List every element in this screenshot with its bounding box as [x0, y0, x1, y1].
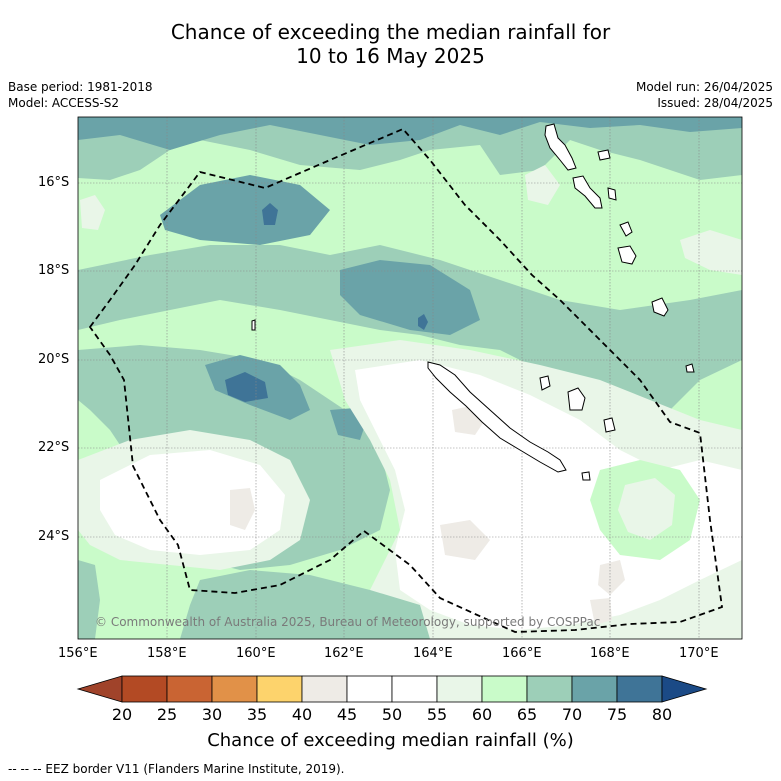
lat-label-16: 16°S: [38, 175, 70, 190]
region-60-ne: [525, 165, 560, 205]
region-60-nw: [80, 195, 105, 230]
lon-label-160: 160°E: [236, 646, 276, 661]
eez-border: [88, 127, 723, 633]
issued-text: Issued: 28/04/2025: [657, 96, 773, 110]
lat-label-22: 22°S: [38, 440, 70, 455]
lon-label-158: 158°E: [147, 646, 187, 661]
colorbar-tick-label: 75: [606, 705, 628, 724]
colorbar-swatch: [571, 675, 618, 703]
colorbar-tick-label: 40: [291, 705, 313, 724]
colorbar-swatch: [391, 675, 438, 703]
colorbar-swatch: [211, 675, 258, 703]
base-period-text: Base period: 1981-2018: [8, 80, 153, 94]
colorbar-swatch: [526, 675, 573, 703]
colorbar-extend-high: [661, 675, 708, 703]
colorbar-swatch: [481, 675, 528, 703]
colorbar-title: Chance of exceeding median rainfall (%): [207, 730, 574, 751]
colorbar-tick-label: 35: [246, 705, 268, 724]
region-70-top: [78, 117, 742, 180]
colorbar-tick-label: 80: [651, 705, 673, 724]
colorbar-tick-label: 45: [336, 705, 358, 724]
colorbar-tick-label: 65: [516, 705, 538, 724]
region-80-west: [225, 372, 268, 402]
lon-label-156: 156°E: [58, 646, 98, 661]
region-80-spot2: [418, 314, 428, 330]
lon-label-162: 162°E: [324, 646, 364, 661]
colorbar-tick-label: 70: [561, 705, 583, 724]
colorbar-tick-label: 60: [471, 705, 493, 724]
model-text: Model: ACCESS-S2: [8, 96, 120, 110]
lat-label-20: 20°S: [38, 352, 70, 367]
colorbar-tick-label: 20: [111, 705, 133, 724]
lon-label-166: 166°E: [502, 646, 542, 661]
title-line-1: Chance of exceeding the median rainfall …: [170, 20, 611, 44]
region-75-central: [160, 175, 330, 245]
grid-lines: [78, 117, 742, 639]
region-45-spot2: [230, 488, 255, 530]
region-60-nne: [680, 230, 742, 275]
region-55-south: [100, 450, 285, 555]
region-45-spot4: [598, 560, 625, 595]
region-75-northcal: [340, 260, 480, 335]
colorbar-swatch: [121, 675, 168, 703]
region-45-spot5: [590, 598, 612, 625]
region-45-spot3: [440, 520, 490, 560]
lat-label-24: 24°S: [38, 529, 70, 544]
region-80-spot1: [262, 203, 278, 225]
colorbar-swatch: [346, 675, 393, 703]
region-70-sw-corner: [78, 560, 100, 639]
lat-label-18: 18°S: [38, 263, 70, 278]
colorbar-extend-low: [76, 675, 123, 703]
map-frame: [77, 116, 743, 640]
colorbar-swatch: [166, 675, 213, 703]
copyright-text: © Commonwealth of Australia 2025, Bureau…: [95, 615, 600, 629]
region-60-southeast: [618, 478, 675, 540]
region-70-bottom: [180, 570, 430, 639]
region-75-top: [78, 117, 742, 150]
lon-label-168: 168°E: [590, 646, 630, 661]
lon-label-170: 170°E: [679, 646, 719, 661]
colorbar-swatch: [616, 675, 663, 703]
model-run-text: Model run: 26/04/2025: [635, 80, 773, 94]
colorbar-tick-label: 50: [381, 705, 403, 724]
colorbar-swatch: [256, 675, 303, 703]
colorbar-swatch: [436, 675, 483, 703]
new-caledonia-island: [427, 361, 567, 473]
title-line-2: 10 to 16 May 2025: [296, 44, 485, 68]
colorbar-swatch: [301, 675, 348, 703]
colorbar: [76, 675, 708, 703]
lon-label-164: 164°E: [413, 646, 453, 661]
colorbar-tick-label: 25: [156, 705, 178, 724]
eez-footer-legend: -- -- -- EEZ border V11 (Flanders Marine…: [8, 762, 345, 776]
region-55-east: [355, 360, 742, 630]
colorbar-tick-label: 30: [201, 705, 223, 724]
islands: [251, 123, 695, 481]
colorbar-tick-label: 55: [426, 705, 448, 724]
rainfall-map: © Commonwealth of Australia 2025, Bureau…: [77, 116, 743, 640]
